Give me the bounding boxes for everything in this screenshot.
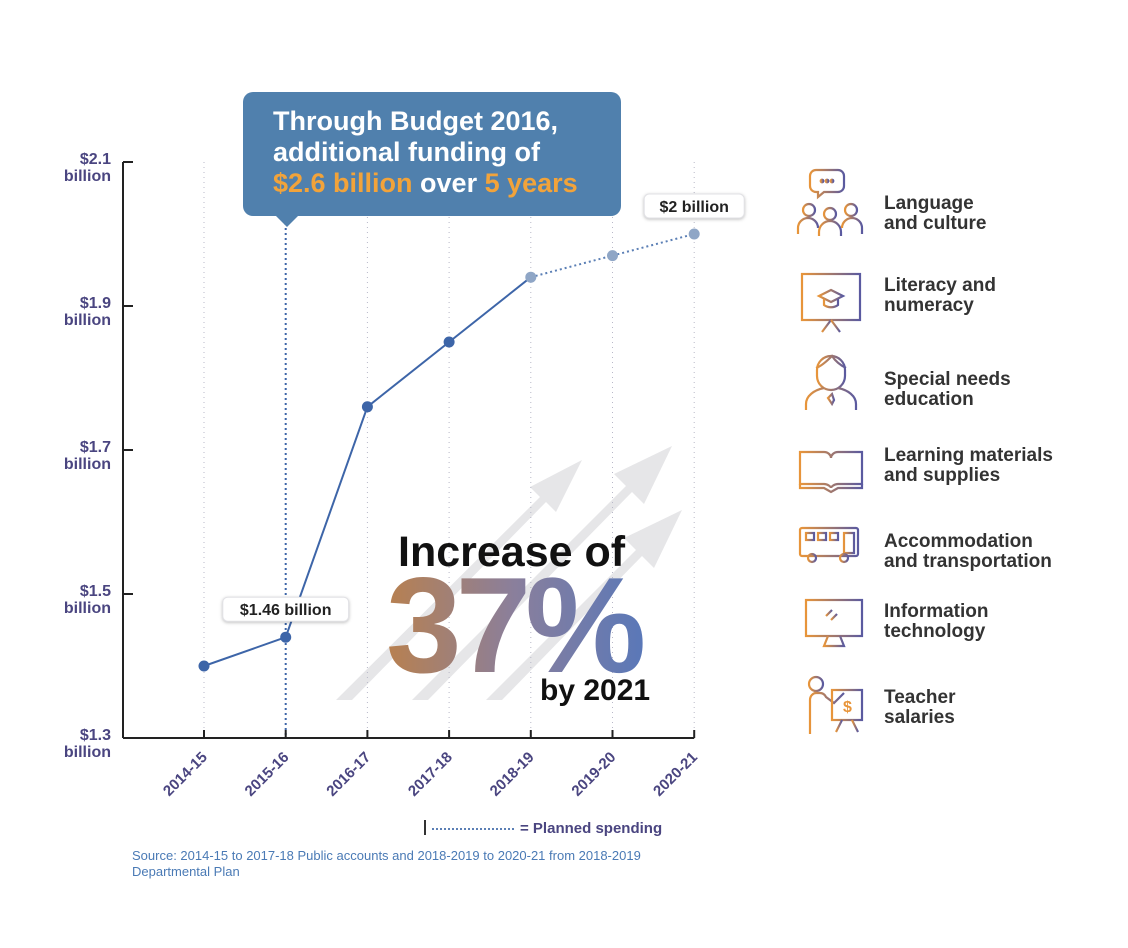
data-point (198, 660, 210, 672)
student-person-icon (804, 354, 858, 410)
callout-amount: $2.6 billion (273, 168, 413, 198)
callout-line3: $2.6 billion over 5 years (273, 168, 611, 199)
planned-spending-legend: = Planned spending (424, 820, 662, 837)
y-tick-label: $1.3 (80, 727, 111, 744)
people-speech-icon (796, 168, 864, 236)
actual-segment (366, 341, 450, 408)
computer-monitor-icon (804, 598, 864, 648)
callout-years: 5 years (484, 168, 578, 198)
category-teacher-salaries: $ Teacher salaries (796, 674, 1116, 744)
actual-line-key (424, 820, 426, 835)
category-literacy-numeracy: Literacy and numeracy (796, 270, 1116, 340)
x-tick-label: 2018-19 (487, 749, 538, 800)
category-label: Accommodation and transportation (884, 531, 1052, 572)
planned-legend-label: = Planned spending (520, 820, 663, 837)
y-tick-label-unit: billion (64, 312, 111, 329)
graduation-board-icon (800, 272, 862, 333)
x-tick-label: 2016-17 (323, 749, 374, 800)
x-tick-labels: 2014-15 2015-16 2016-17 2017-18 2018-19 2019-… (160, 749, 701, 800)
data-label: $1.46 billion (240, 602, 332, 619)
axes (122, 161, 696, 739)
x-tick-label: 2019-20 (568, 749, 619, 800)
category-label: Special needs education (884, 369, 1011, 410)
y-tick-label: $1.5 (80, 583, 111, 600)
svg-text:$: $ (843, 699, 852, 716)
category-label: Language and culture (884, 193, 987, 234)
data-label: $2 billion (660, 199, 729, 216)
source-note: Source: 2014-15 to 2017-18 Public accoun… (132, 848, 641, 879)
y-tick-label-unit: billion (64, 456, 111, 473)
budget-callout: Through Budget 2016, additional funding … (243, 92, 621, 227)
planned-segment (612, 233, 695, 257)
y-tick-label-unit: billion (64, 744, 111, 761)
increase-number: 37% (386, 549, 643, 701)
category-label: Learning materials and supplies (884, 445, 1053, 486)
category-label: Information technology (884, 601, 989, 642)
planned-segment (530, 254, 613, 279)
data-point (525, 271, 537, 283)
teacher-icon: $ (807, 675, 864, 734)
increase-suffix: by 2021 (540, 674, 650, 707)
data-point (443, 336, 455, 348)
data-label-box (643, 193, 745, 219)
category-learning-materials: Learning materials and supplies (796, 438, 1116, 508)
open-book-icon (798, 450, 864, 494)
data-point (280, 631, 292, 643)
y-tick-label: $1.9 (80, 295, 111, 312)
data-point (361, 401, 373, 413)
category-language-culture: Language and culture (796, 166, 1116, 236)
y-tick-labels: $2.1billion$1.9billion$1.7billion$1.5bil… (64, 151, 111, 761)
growth-arrows-decoration (336, 446, 682, 700)
y-tick-label: $2.1 (80, 151, 111, 168)
category-accommodation-transport: Accommodation and transportation (796, 518, 1116, 588)
actual-segment (448, 276, 532, 343)
category-special-needs: Special needs education (796, 348, 1116, 418)
category-label: Literacy and numeracy (884, 275, 996, 316)
increase-prefix: Increase of (398, 528, 626, 576)
bus-icon (798, 526, 860, 564)
data-label-box (222, 596, 350, 622)
y-tick-label-unit: billion (64, 168, 111, 185)
callout-line1: Through Budget 2016, (273, 106, 559, 136)
data-point (607, 250, 618, 262)
callout-line2: additional funding of (273, 137, 540, 167)
x-tick-label: 2020-21 (650, 749, 701, 800)
actual-segment (203, 636, 287, 667)
x-tick-label: 2017-18 (405, 749, 456, 800)
data-labels: $1.46 billion $2 billion (222, 193, 745, 622)
data-point (688, 228, 700, 240)
category-label: Teacher salaries (884, 687, 956, 728)
y-tick-label-unit: billion (64, 600, 111, 617)
series-points (198, 228, 700, 672)
category-information-technology: Information technology (796, 596, 1116, 666)
planned-line-key (432, 828, 514, 831)
x-tick-label: 2015-16 (242, 749, 293, 800)
x-tick-label: 2014-15 (160, 749, 211, 800)
callout-mid: over (412, 168, 485, 198)
y-tick-label: $1.7 (80, 439, 111, 456)
